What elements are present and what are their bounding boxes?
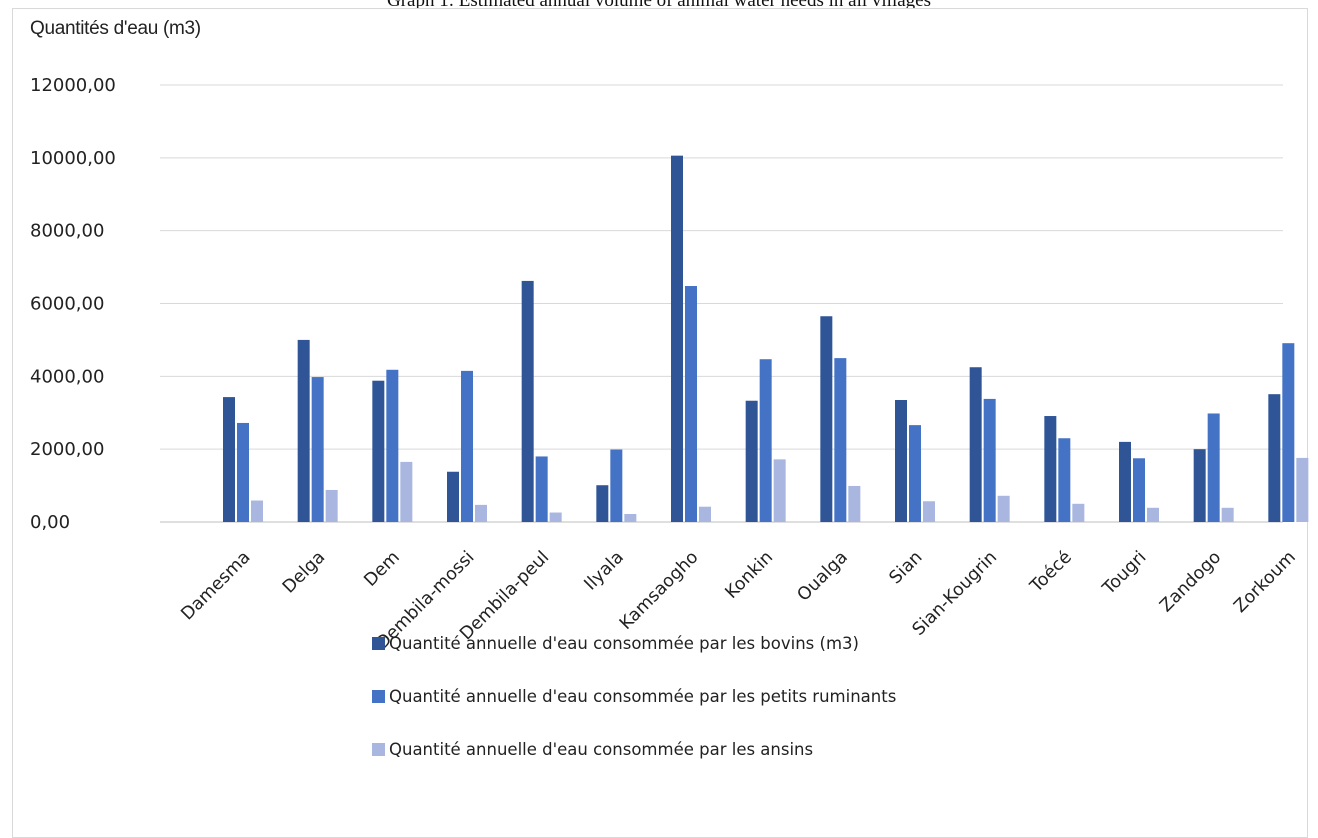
legend: Quantité annuelle d'eau consommée par le… bbox=[372, 633, 896, 792]
bar-bovins bbox=[820, 316, 833, 522]
bar-petits-ruminants bbox=[685, 286, 697, 522]
bar-ansins bbox=[624, 513, 637, 522]
bar-bovins bbox=[1268, 394, 1281, 522]
bar-bovins bbox=[895, 400, 907, 522]
legend-swatch-ansins bbox=[372, 742, 385, 756]
bar-petits-ruminants bbox=[1282, 343, 1295, 522]
bar-ansins bbox=[325, 489, 338, 522]
bar-ansins bbox=[549, 512, 562, 522]
bar-petits-ruminants bbox=[983, 398, 996, 522]
bar-ansins bbox=[475, 504, 487, 522]
bar-petits-ruminants bbox=[237, 422, 249, 522]
bar-petits-ruminants bbox=[909, 425, 921, 522]
bar-bovins bbox=[1119, 441, 1131, 522]
legend-item-ansins: Quantité annuelle d'eau consommée par le… bbox=[372, 739, 896, 759]
bar-bovins bbox=[297, 339, 310, 522]
x-tick-label: Ilyala bbox=[581, 547, 628, 594]
bar-ansins bbox=[848, 485, 861, 522]
bar-ansins bbox=[699, 506, 711, 522]
legend-swatch-petits-ruminants bbox=[372, 689, 385, 703]
bar-petits-ruminants bbox=[461, 370, 473, 522]
x-tick-label: Oualga bbox=[794, 547, 852, 605]
x-tick-label: Sian bbox=[886, 547, 927, 588]
bar-petits-ruminants bbox=[1058, 438, 1071, 522]
legend-swatch-bovins bbox=[372, 636, 385, 650]
y-tick-label: 0,00 bbox=[30, 512, 70, 533]
bar-bovins bbox=[671, 155, 683, 523]
x-tick-label: Damesma bbox=[178, 547, 255, 624]
x-tick-label: Dem bbox=[361, 547, 404, 590]
bar-petits-ruminants bbox=[1207, 413, 1220, 522]
bar-ansins bbox=[400, 461, 413, 522]
bar-ansins bbox=[923, 501, 935, 522]
figure-caption: Graph 1: Estimated annual volume of anim… bbox=[387, 0, 931, 11]
bar-bovins bbox=[745, 400, 758, 522]
legend-label-ansins: Quantité annuelle d'eau consommée par le… bbox=[389, 739, 814, 759]
x-tick-label: Zandogo bbox=[1156, 547, 1225, 616]
bar-ansins bbox=[1221, 507, 1234, 522]
x-tick-label: Tougri bbox=[1098, 547, 1150, 599]
x-tick-label: Konkin bbox=[722, 547, 778, 603]
bar-petits-ruminants bbox=[535, 456, 548, 522]
bar-bovins bbox=[447, 471, 459, 522]
legend-label-bovins: Quantité annuelle d'eau consommée par le… bbox=[389, 633, 859, 653]
bar-ansins bbox=[773, 459, 786, 522]
bar-ansins bbox=[1296, 457, 1309, 522]
bar-petits-ruminants bbox=[759, 359, 772, 522]
legend-item-petits-ruminants: Quantité annuelle d'eau consommée par le… bbox=[372, 686, 896, 706]
bar-ansins bbox=[997, 495, 1010, 522]
bar-ansins bbox=[1147, 507, 1159, 522]
bar-bovins bbox=[521, 280, 534, 522]
legend-item-bovins: Quantité annuelle d'eau consommée par le… bbox=[372, 633, 896, 653]
y-tick-label: 12000,00 bbox=[30, 75, 116, 96]
bar-petits-ruminants bbox=[610, 449, 623, 522]
y-tick-label: 6000,00 bbox=[30, 294, 104, 315]
x-tick-label: Kamsaogho bbox=[616, 547, 703, 634]
y-tick-label: 10000,00 bbox=[30, 148, 116, 169]
y-axis-title: Quantités d'eau (m3) bbox=[30, 18, 201, 39]
bar-bovins bbox=[596, 485, 609, 522]
y-tick-label: 8000,00 bbox=[30, 221, 104, 242]
bar-chart: 0,00 2000,00 4000,00 6000,00 8000,00 10000,00… bbox=[30, 75, 1309, 653]
bar-bovins bbox=[372, 380, 385, 522]
bar-petits-ruminants bbox=[386, 369, 399, 522]
y-tick-label: 4000,00 bbox=[30, 366, 104, 387]
bar-petits-ruminants bbox=[311, 377, 324, 522]
bar-ansins bbox=[251, 500, 263, 522]
x-tick-label: Delga bbox=[279, 547, 329, 597]
x-tick-label: Zorkoum bbox=[1230, 547, 1299, 616]
bar-petits-ruminants bbox=[1133, 458, 1145, 522]
bar-petits-ruminants bbox=[834, 358, 847, 522]
bar-bovins bbox=[223, 397, 235, 522]
x-tick-label: Toécé bbox=[1026, 547, 1076, 597]
bar-ansins bbox=[1072, 503, 1085, 522]
legend-label-petits-ruminants: Quantité annuelle d'eau consommée par le… bbox=[389, 686, 897, 706]
y-tick-label: 2000,00 bbox=[30, 439, 104, 460]
bar-bovins bbox=[1193, 449, 1206, 522]
bar-bovins bbox=[1044, 416, 1057, 522]
bar-bovins bbox=[969, 367, 982, 522]
